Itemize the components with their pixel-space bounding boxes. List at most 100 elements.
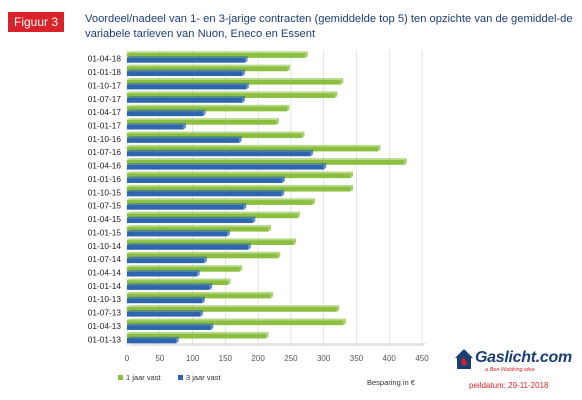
bar-1-jaar-vast bbox=[127, 93, 335, 98]
figure-tag: Figuur 3 bbox=[8, 12, 65, 32]
bar-side bbox=[282, 176, 285, 183]
bar-top bbox=[127, 162, 327, 165]
bar-1-jaar-vast bbox=[127, 159, 405, 165]
bar-3-jaar-vast bbox=[127, 298, 203, 304]
bar-top bbox=[127, 51, 308, 54]
bar-side bbox=[227, 229, 230, 237]
bar-side bbox=[334, 91, 338, 98]
house-flame-icon bbox=[455, 349, 473, 369]
bar-side bbox=[305, 51, 308, 58]
bar-3-jaar-vast bbox=[127, 191, 282, 197]
bar-side bbox=[404, 158, 407, 165]
bar-3-jaar-vast bbox=[127, 151, 311, 157]
bar-top bbox=[127, 323, 214, 326]
bar-side bbox=[268, 224, 272, 232]
brand-logo[interactable]: Gaslicht.com a Ben Woldring idea bbox=[453, 346, 578, 378]
legend-swatch bbox=[178, 375, 183, 380]
y-tick-label: 01-10-17 bbox=[88, 80, 122, 90]
bar-top bbox=[127, 171, 354, 174]
bar-top bbox=[127, 336, 179, 339]
bar-top bbox=[127, 82, 249, 85]
bar-3-jaar-vast bbox=[127, 57, 245, 63]
bar-top bbox=[127, 118, 279, 120]
bar-top bbox=[127, 309, 203, 312]
bar-top bbox=[127, 96, 245, 98]
bar-1-jaar-vast bbox=[127, 79, 341, 85]
bar-side bbox=[350, 171, 354, 179]
bar-top bbox=[127, 224, 272, 227]
bars bbox=[127, 51, 407, 344]
bar-top bbox=[127, 198, 316, 201]
x-tick-label: 450 bbox=[415, 354, 429, 363]
bar-1-jaar-vast bbox=[127, 293, 271, 299]
bar-3-jaar-vast bbox=[127, 338, 177, 344]
bar-top bbox=[127, 144, 381, 147]
bar-top bbox=[127, 211, 300, 214]
bar-1-jaar-vast bbox=[127, 333, 266, 339]
bar-3-jaar-vast bbox=[127, 244, 249, 250]
bar-top bbox=[127, 109, 206, 112]
bar-3-jaar-vast bbox=[127, 311, 201, 317]
bar-1-jaar-vast bbox=[127, 213, 298, 219]
y-tick-label: 01-04-16 bbox=[88, 161, 122, 171]
bar-top bbox=[127, 176, 285, 179]
bar-side bbox=[336, 305, 340, 312]
bar-top bbox=[127, 104, 290, 107]
bar-top bbox=[127, 69, 245, 72]
y-tick-label: 01-04-13 bbox=[88, 321, 122, 331]
bar-top bbox=[127, 331, 269, 334]
bar-1-jaar-vast bbox=[127, 253, 278, 259]
brand-tagline: a Ben Woldring idea bbox=[485, 367, 535, 373]
bar-side bbox=[183, 122, 186, 130]
bar-side bbox=[202, 296, 205, 304]
y-tick-label: 01-07-16 bbox=[88, 147, 122, 157]
bar-side bbox=[243, 203, 247, 210]
bar-1-jaar-vast bbox=[127, 173, 351, 179]
bar-side bbox=[302, 131, 305, 139]
bar-3-jaar-vast bbox=[127, 84, 247, 90]
bar-side bbox=[204, 256, 207, 264]
bar-1-jaar-vast bbox=[127, 53, 306, 58]
bar-side bbox=[277, 251, 281, 259]
bar-top bbox=[127, 77, 344, 80]
bar-top bbox=[127, 256, 207, 259]
brand-name: Gaslicht.com bbox=[475, 349, 572, 366]
bar-1-jaar-vast bbox=[127, 119, 277, 125]
y-tick-label: 01-07-15 bbox=[88, 201, 122, 211]
bar-3-jaar-vast bbox=[127, 218, 253, 224]
x-axis-label: Besparing in € bbox=[367, 378, 416, 387]
x-tick-label: 100 bbox=[186, 354, 200, 363]
bar-1-jaar-vast bbox=[127, 226, 269, 232]
bar-top bbox=[127, 243, 251, 245]
bar-3-jaar-vast bbox=[127, 124, 184, 130]
bar-side bbox=[323, 162, 327, 170]
bar-side bbox=[276, 118, 279, 125]
bar-side bbox=[248, 243, 251, 250]
bar-3-jaar-vast bbox=[127, 71, 243, 77]
bar-top bbox=[127, 216, 256, 219]
bar-side bbox=[265, 331, 269, 339]
x-tick-labels: 0 50 100 150 200 250 300 350 400 450 bbox=[125, 354, 429, 363]
bar-side bbox=[209, 283, 213, 290]
y-tick-labels: 01-04-18 01-01-18 01-10-17 01-07-17 01-04-17… bbox=[88, 54, 122, 345]
bar-1-jaar-vast bbox=[127, 240, 294, 245]
bar-top bbox=[127, 91, 338, 94]
bar-1-jaar-vast bbox=[127, 266, 240, 272]
y-tick-label: 01-01-17 bbox=[88, 121, 122, 131]
y-tick-label: 01-10-13 bbox=[88, 294, 122, 304]
chart-floor-plane bbox=[127, 343, 427, 346]
bar-side bbox=[312, 198, 316, 205]
bar-1-jaar-vast bbox=[127, 106, 287, 112]
bar-top bbox=[127, 56, 248, 58]
bar-side bbox=[210, 323, 214, 330]
bar-1-jaar-vast bbox=[127, 66, 288, 72]
chart-title: Voordeel/nadeel van 1- en 3-jarige contr… bbox=[85, 13, 573, 40]
bar-side bbox=[310, 149, 314, 157]
bar-top bbox=[127, 184, 354, 187]
y-tick-label: 01-10-16 bbox=[88, 134, 122, 144]
bar-side bbox=[343, 318, 346, 326]
x-tick-label: 250 bbox=[284, 354, 298, 363]
bar-side bbox=[197, 269, 200, 277]
bar-3-jaar-vast bbox=[127, 258, 205, 264]
